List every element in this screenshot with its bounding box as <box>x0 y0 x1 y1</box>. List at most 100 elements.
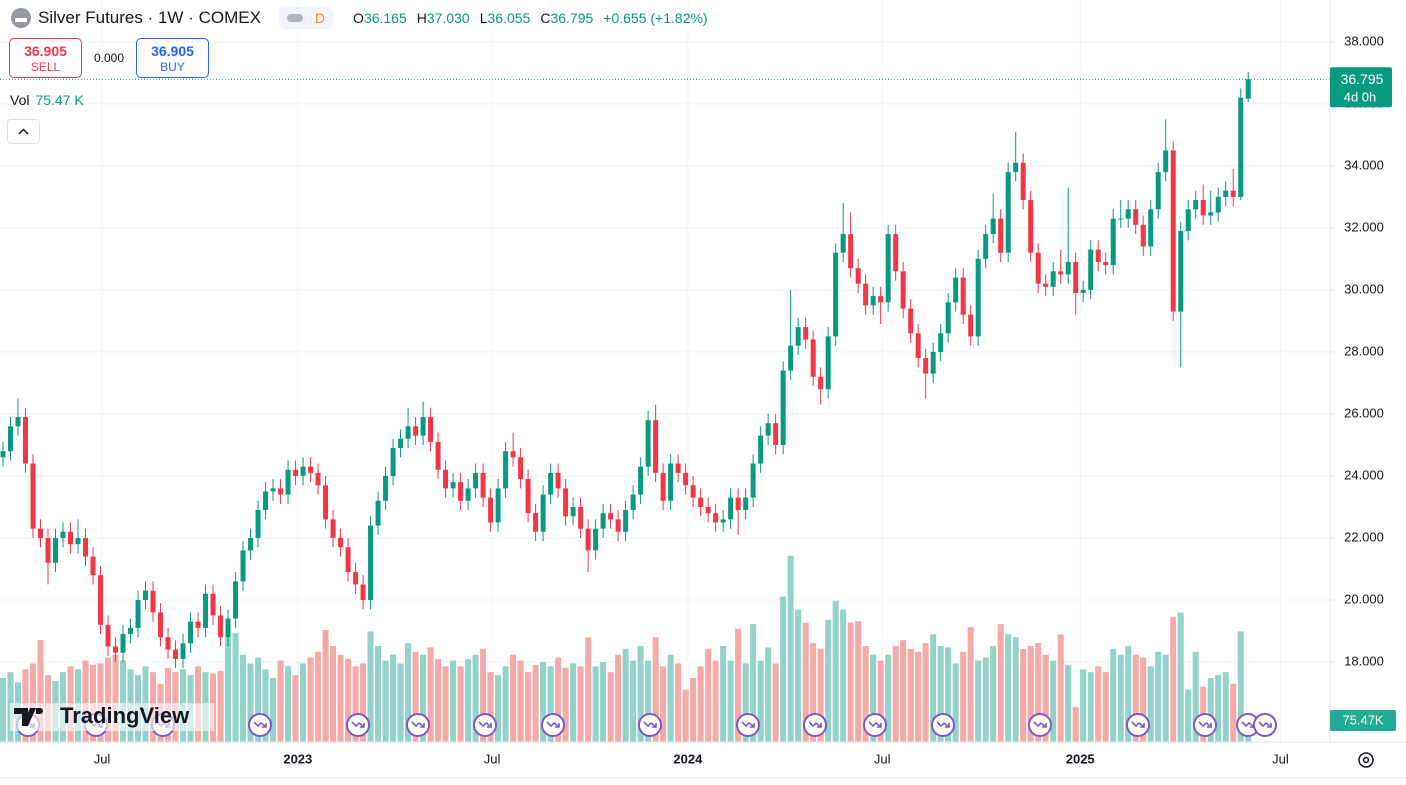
candle-body <box>923 358 929 374</box>
candle-body <box>713 513 719 523</box>
buy-button[interactable]: 36.905 BUY <box>136 38 209 78</box>
candle-body <box>825 336 831 390</box>
volume-bar <box>645 660 652 742</box>
candle-body <box>330 519 336 538</box>
candle-body <box>1223 190 1229 197</box>
candle-body <box>765 423 771 436</box>
candle-body <box>248 537 254 551</box>
volume-bar <box>1132 654 1139 742</box>
candle-body <box>323 485 329 520</box>
volume-bar <box>705 648 712 742</box>
volume-bar <box>832 600 839 742</box>
volume-bar <box>870 654 877 742</box>
candle-body <box>1095 249 1101 263</box>
candle-body <box>870 296 876 306</box>
candle-body <box>173 649 179 659</box>
axis-layer: 18.000 20.000 22.000 24.000 26.000 28.000 30.0… <box>94 33 1396 766</box>
candle-body <box>143 590 149 600</box>
volume-legend-label[interactable]: Vol <box>10 92 30 108</box>
candle-body <box>1193 199 1199 210</box>
grid-layer <box>0 0 1330 742</box>
volume-bar <box>675 663 682 742</box>
volume-bar <box>322 629 329 742</box>
volume-bar <box>667 654 674 742</box>
volume-bar <box>1125 645 1132 742</box>
candle-body <box>368 525 374 600</box>
event-arrow <box>546 721 560 728</box>
volume-bar <box>427 647 434 742</box>
volume-bar <box>450 660 457 742</box>
volume-bar <box>1207 677 1214 742</box>
candle-body <box>300 466 306 476</box>
ohlc-value: 36.795 <box>550 10 594 26</box>
candle-body <box>1208 212 1214 216</box>
buy-label[interactable]: BUY <box>160 59 185 74</box>
volume-bar <box>37 640 44 742</box>
candle-body <box>398 438 404 449</box>
volume-bar <box>727 660 734 742</box>
symbol-title[interactable]: Silver Futures · 1W · COMEX <box>38 8 261 27</box>
logo-text: TradingView <box>60 703 190 728</box>
volume-bar <box>1222 672 1229 742</box>
candle-body <box>225 618 231 638</box>
ohlc-key: H <box>416 10 427 26</box>
candle-body <box>1020 162 1026 200</box>
candle-body <box>495 488 501 523</box>
candle-body <box>585 528 591 551</box>
event-arrow <box>1033 721 1047 728</box>
candle-body <box>848 234 854 269</box>
volume-bar <box>495 675 502 742</box>
ohlc-key: O <box>353 10 364 26</box>
candle-body <box>675 463 681 473</box>
chevron[interactable] <box>18 128 29 135</box>
volume-bar <box>262 669 269 742</box>
candle-body <box>1155 172 1161 210</box>
settings-hub[interactable] <box>1362 756 1370 764</box>
candle-body <box>405 426 411 439</box>
chevron-icon[interactable] <box>8 120 39 143</box>
ohlc-close: C36.795 <box>540 10 593 26</box>
volume-bar <box>82 660 89 742</box>
volume-bar <box>892 645 899 742</box>
sell-label[interactable]: SELL <box>30 59 61 74</box>
volume-bar <box>532 664 539 742</box>
candle-body <box>480 472 486 498</box>
volume-bar <box>1177 612 1184 742</box>
volume-bar <box>1117 654 1124 742</box>
y-tick-label: 28.000 <box>1344 343 1384 358</box>
settings-icon[interactable] <box>1358 752 1374 768</box>
volume-bar <box>975 660 982 742</box>
candle-body <box>683 472 689 486</box>
volume-bar <box>990 645 997 742</box>
candle-body <box>690 485 696 498</box>
y-tick-label: 18.000 <box>1344 653 1384 668</box>
symbol-header: Silver Futures · 1W · COMEX D O36.165 H3… <box>10 6 708 30</box>
volume-bar <box>952 663 959 742</box>
candle-body <box>510 451 516 458</box>
candle-body <box>735 497 741 511</box>
candle-body <box>188 621 194 644</box>
ohlc-key: L <box>479 10 488 26</box>
volume-bar <box>960 651 967 742</box>
candle-body <box>1028 199 1034 253</box>
volume-bar <box>967 627 974 742</box>
collapse-button[interactable] <box>7 119 40 144</box>
settings-gear[interactable] <box>1358 752 1374 768</box>
market-status[interactable]: D <box>278 7 334 29</box>
candle-body <box>900 271 906 309</box>
volume-bar <box>255 657 262 742</box>
candle-layer <box>0 71 1251 669</box>
sell-button[interactable]: 36.905 SELL <box>9 38 82 78</box>
candle-body <box>930 351 936 374</box>
volume-bar <box>1102 672 1109 742</box>
volume-bar <box>1027 645 1034 742</box>
buy-price[interactable]: 36.905 <box>151 42 194 59</box>
sell-price[interactable]: 36.905 <box>24 42 67 59</box>
candle-body <box>518 457 524 480</box>
candle-body <box>413 426 419 436</box>
candle-body <box>1230 190 1236 197</box>
ohlc-legend: O36.165 H37.030 L36.055 C36.795 +0.655 (… <box>353 10 708 26</box>
candle-body <box>338 537 344 548</box>
volume-bar <box>232 632 239 742</box>
volume-bar <box>247 663 254 742</box>
